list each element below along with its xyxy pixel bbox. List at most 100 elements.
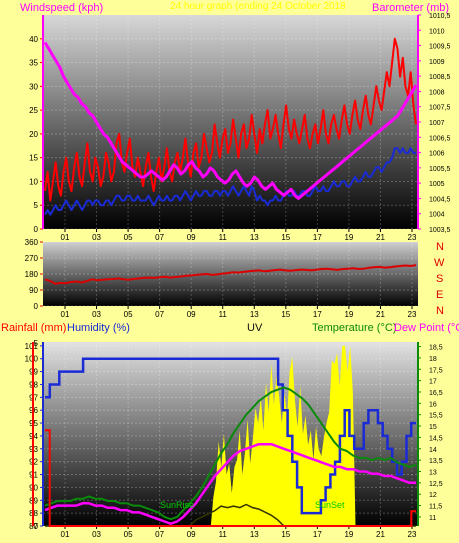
y-tick-label-temp: 14 [429,447,437,454]
y-tick-label-baro: 1009 [429,59,445,66]
x-tick-label: 23 [408,310,417,319]
x-tick-label: 21 [376,310,385,319]
uv-label: UV [247,322,263,334]
rainfall-series [45,429,416,527]
x-tick-label: 11 [219,233,228,242]
x-tick-label: 01 [61,310,70,319]
y-tick-label-temp: 18 [429,356,437,363]
winddir-panel [43,242,418,306]
rainfall-label: Rainfall (mm) [1,322,66,334]
x-tick-label: 23 [408,233,417,242]
y-tick-label-dir: 0 [34,302,39,311]
y-tick-label-hum: 101 [25,342,39,351]
y-tick-label-temp: 11,5 [429,504,442,511]
sunrise-annotation: SunRise [160,500,194,510]
y-tick-label-wind: 35 [29,59,38,68]
y-tick-label-baro: 1008 [429,89,445,96]
x-tick-label: 01 [61,233,70,242]
sunset-annotation: SunSet [315,500,345,510]
y-tick-label-wind: 30 [29,82,38,91]
y-tick-label-temp: 11 [429,515,436,522]
y-tick-label-baro: 1005 [429,181,445,188]
x-tick-label: 03 [92,310,101,319]
humidity-label: Humidity (%) [67,322,130,334]
y-tick-label-baro: 1007,5 [429,105,451,112]
dir-label-w: W [434,257,445,269]
y-tick-label-wind: 15 [29,154,38,163]
x-tick-label: 07 [155,530,164,539]
y-tick-label-temp: 17,5 [429,367,443,374]
x-tick-label: 21 [376,233,385,242]
temperature-label: Temperature (°C) [312,322,396,334]
x-tick-label: 07 [155,233,164,242]
y-tick-label-wind: 20 [29,130,38,139]
barometer-label: Barometer (mb) [372,2,449,14]
y-tick-label-dir: 180 [25,270,39,279]
y-tick-label-baro: 1005,5 [429,166,451,173]
x-tick-label: 17 [313,530,322,539]
y-tick-label-baro: 1003,5 [429,227,451,234]
y-tick-label-hum: 100 [25,355,39,364]
dewpoint-label: Dew Point (°C [394,322,459,334]
y-tick-label-baro: 1006 [429,151,445,158]
y-tick-label-temp: 18,5 [429,345,443,352]
y-tick-label-wind: 0 [34,225,39,234]
y-tick-label-temp: 17 [429,379,437,386]
y-tick-label-temp: 12 [429,492,437,499]
y-tick-label-wind: 10 [29,177,38,186]
dewpoint-series [44,442,416,525]
dir-label-n: N [436,241,444,253]
x-tick-label: 13 [250,233,259,242]
x-tick-label: 05 [124,310,133,319]
uv-area [45,345,416,526]
y-tick-label-baro: 1006,5 [429,135,451,142]
y-tick-label-temp: 16 [429,401,437,408]
x-tick-label: 15 [281,530,290,539]
x-tick-label: 05 [124,233,133,242]
y-tick-label-baro: 1010 [429,28,445,35]
x-tick-label: 01 [61,530,70,539]
dir-label-n2: N [436,305,444,317]
temperature-series [44,386,417,521]
x-tick-label: 09 [187,310,196,319]
y-tick-label-wind: 25 [29,106,38,115]
y-tick-label-temp: 16,5 [429,390,443,397]
y-tick-label-wind: 5 [34,201,39,210]
y-tick-label-baro: 1004,5 [429,196,451,203]
y-tick-label-temp: 15,5 [429,413,443,420]
x-tick-label: 13 [250,530,259,539]
y-tick-label-baro: 1008,5 [429,74,451,81]
x-tick-label: 03 [92,233,101,242]
x-tick-label: 11 [219,310,228,319]
y-tick-label-temp: 13,5 [429,458,443,465]
x-tick-label: 23 [408,530,417,539]
avg-wind-series [44,147,416,216]
x-tick-label: 21 [376,530,385,539]
y-tick-label-baro: 1004 [429,212,445,219]
y-tick-label-temp: 13 [429,469,437,476]
x-tick-label: 17 [313,233,322,242]
x-tick-label: 09 [187,530,196,539]
y-tick-label-temp: 14,5 [429,435,443,442]
x-tick-label: 19 [344,530,353,539]
wind-series [44,37,417,202]
graph-title: 24 hour graph (ending 24 October 2018 [170,1,346,12]
humidity-series [45,357,416,515]
rain-tick-label: 5 [34,339,39,348]
windspeed-label: Windspeed (kph) [20,2,103,14]
x-tick-label: 19 [344,310,353,319]
y-tick-label-temp: 15 [429,424,437,431]
y-tick-label-temp: 12,5 [429,481,443,488]
y-tick-label-hum: 87 [29,522,38,531]
y-tick-label-dir: 90 [29,286,38,295]
y-tick-label-wind: 40 [29,35,38,44]
x-tick-label: 09 [187,233,196,242]
x-tick-label: 07 [155,310,164,319]
y-tick-label-baro: 1009,5 [429,44,451,51]
x-tick-label: 03 [92,530,101,539]
y-tick-label-baro: 1010,5 [429,13,451,20]
y-tick-label-dir: 270 [25,254,39,263]
dir-label-e: E [436,289,443,301]
wind-direction-series [44,264,417,285]
